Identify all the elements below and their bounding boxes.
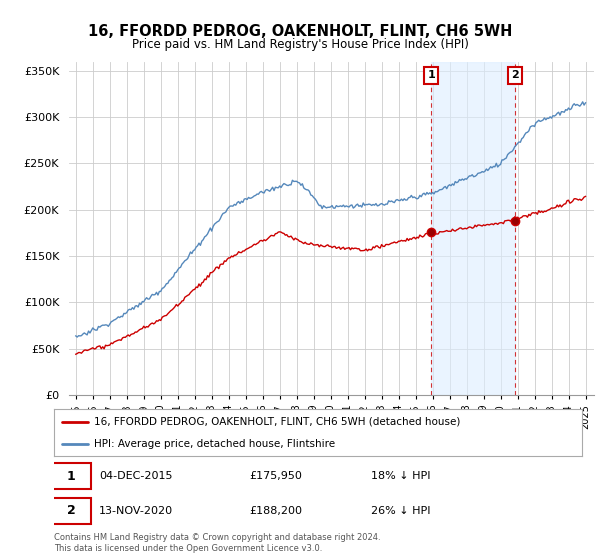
Bar	[431, 62, 515, 395]
Text: 04-DEC-2015: 04-DEC-2015	[99, 471, 172, 481]
Text: 26% ↓ HPI: 26% ↓ HPI	[371, 506, 430, 516]
Text: 2: 2	[511, 71, 519, 81]
Text: Price paid vs. HM Land Registry's House Price Index (HPI): Price paid vs. HM Land Registry's House …	[131, 38, 469, 51]
Text: 2: 2	[67, 505, 76, 517]
FancyBboxPatch shape	[52, 498, 91, 524]
Text: £175,950: £175,950	[250, 471, 302, 481]
Text: 16, FFORDD PEDROG, OAKENHOLT, FLINT, CH6 5WH: 16, FFORDD PEDROG, OAKENHOLT, FLINT, CH6…	[88, 24, 512, 39]
Text: 16, FFORDD PEDROG, OAKENHOLT, FLINT, CH6 5WH (detached house): 16, FFORDD PEDROG, OAKENHOLT, FLINT, CH6…	[94, 417, 460, 427]
Text: 1: 1	[67, 469, 76, 483]
Text: £188,200: £188,200	[250, 506, 302, 516]
Text: HPI: Average price, detached house, Flintshire: HPI: Average price, detached house, Flin…	[94, 438, 335, 449]
Text: Contains HM Land Registry data © Crown copyright and database right 2024.
This d: Contains HM Land Registry data © Crown c…	[54, 533, 380, 553]
Text: 13-NOV-2020: 13-NOV-2020	[99, 506, 173, 516]
FancyBboxPatch shape	[52, 463, 91, 489]
Text: 18% ↓ HPI: 18% ↓ HPI	[371, 471, 430, 481]
Text: 1: 1	[427, 71, 435, 81]
